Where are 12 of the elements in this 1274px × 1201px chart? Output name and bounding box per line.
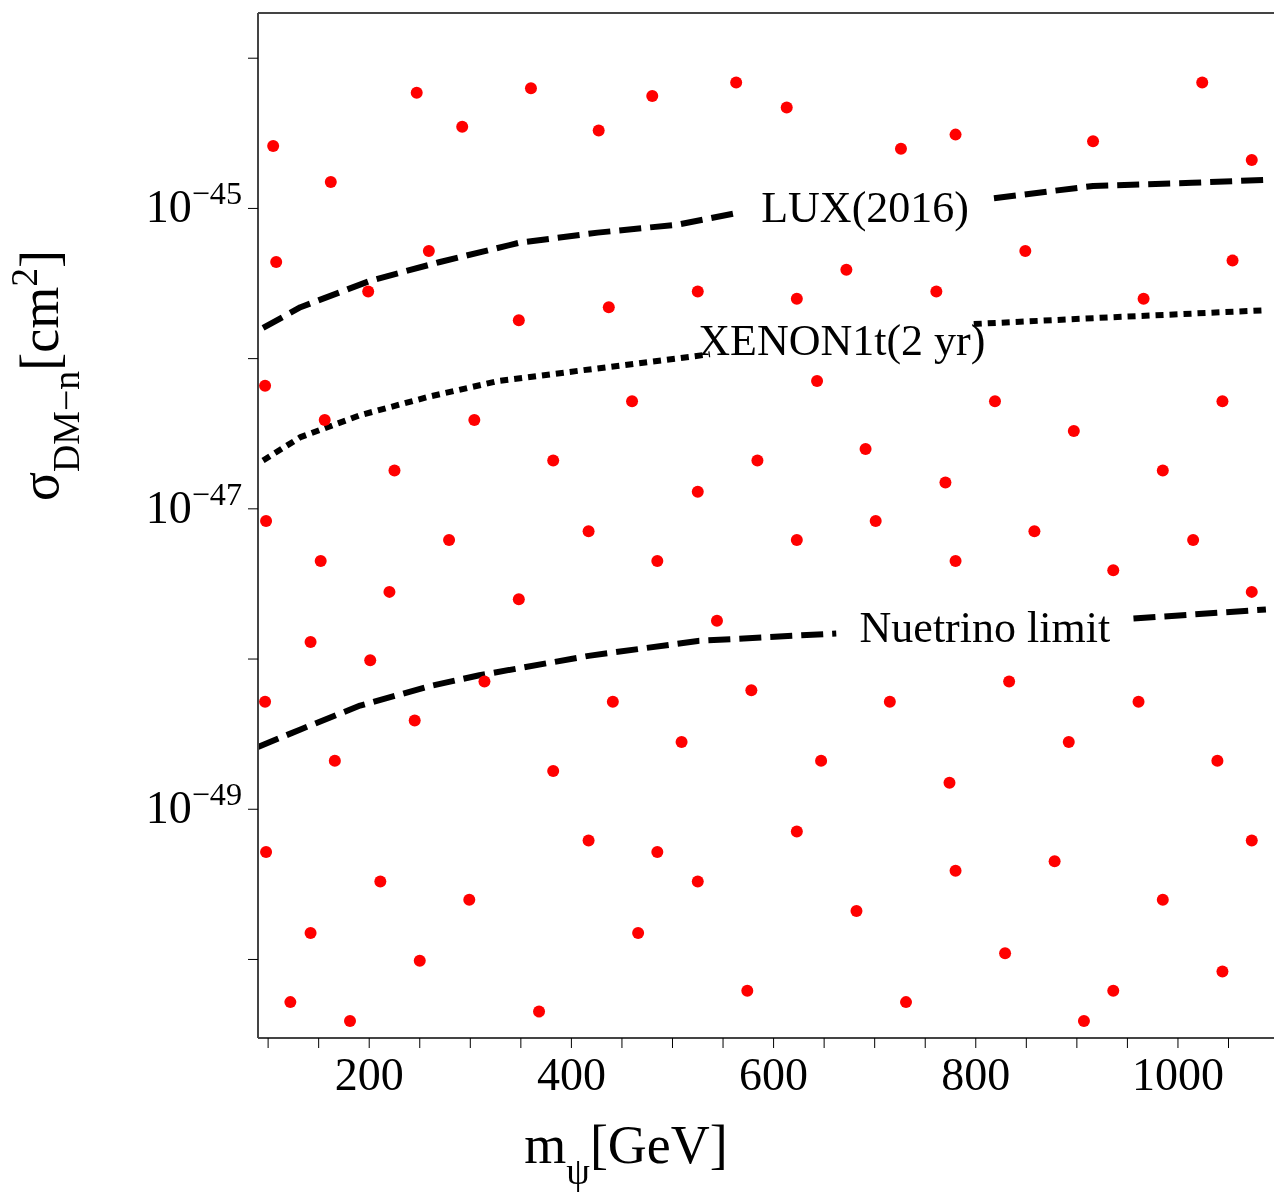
x-tick-label: 1000 [1131, 1049, 1224, 1100]
y-tick-label: 10$^{−49}$ [145, 776, 242, 834]
x-tick-label: 400 [536, 1049, 606, 1100]
series-label: LUX(2016) [761, 182, 969, 232]
x-tick-label: 200 [334, 1049, 404, 1100]
x-axis-title: m$_{ψ}$[GeV] [524, 1115, 728, 1192]
x-tick-label: 800 [941, 1049, 1011, 1100]
y-tick-label: 10$^{−47}$ [145, 475, 242, 533]
y-tick-label: 10$^{−45}$ [145, 175, 242, 233]
series-label: Nuetrino limit [859, 603, 1111, 653]
series-label: XENON1t(2 yr) [698, 316, 986, 366]
x-tick-label: 600 [739, 1049, 809, 1100]
